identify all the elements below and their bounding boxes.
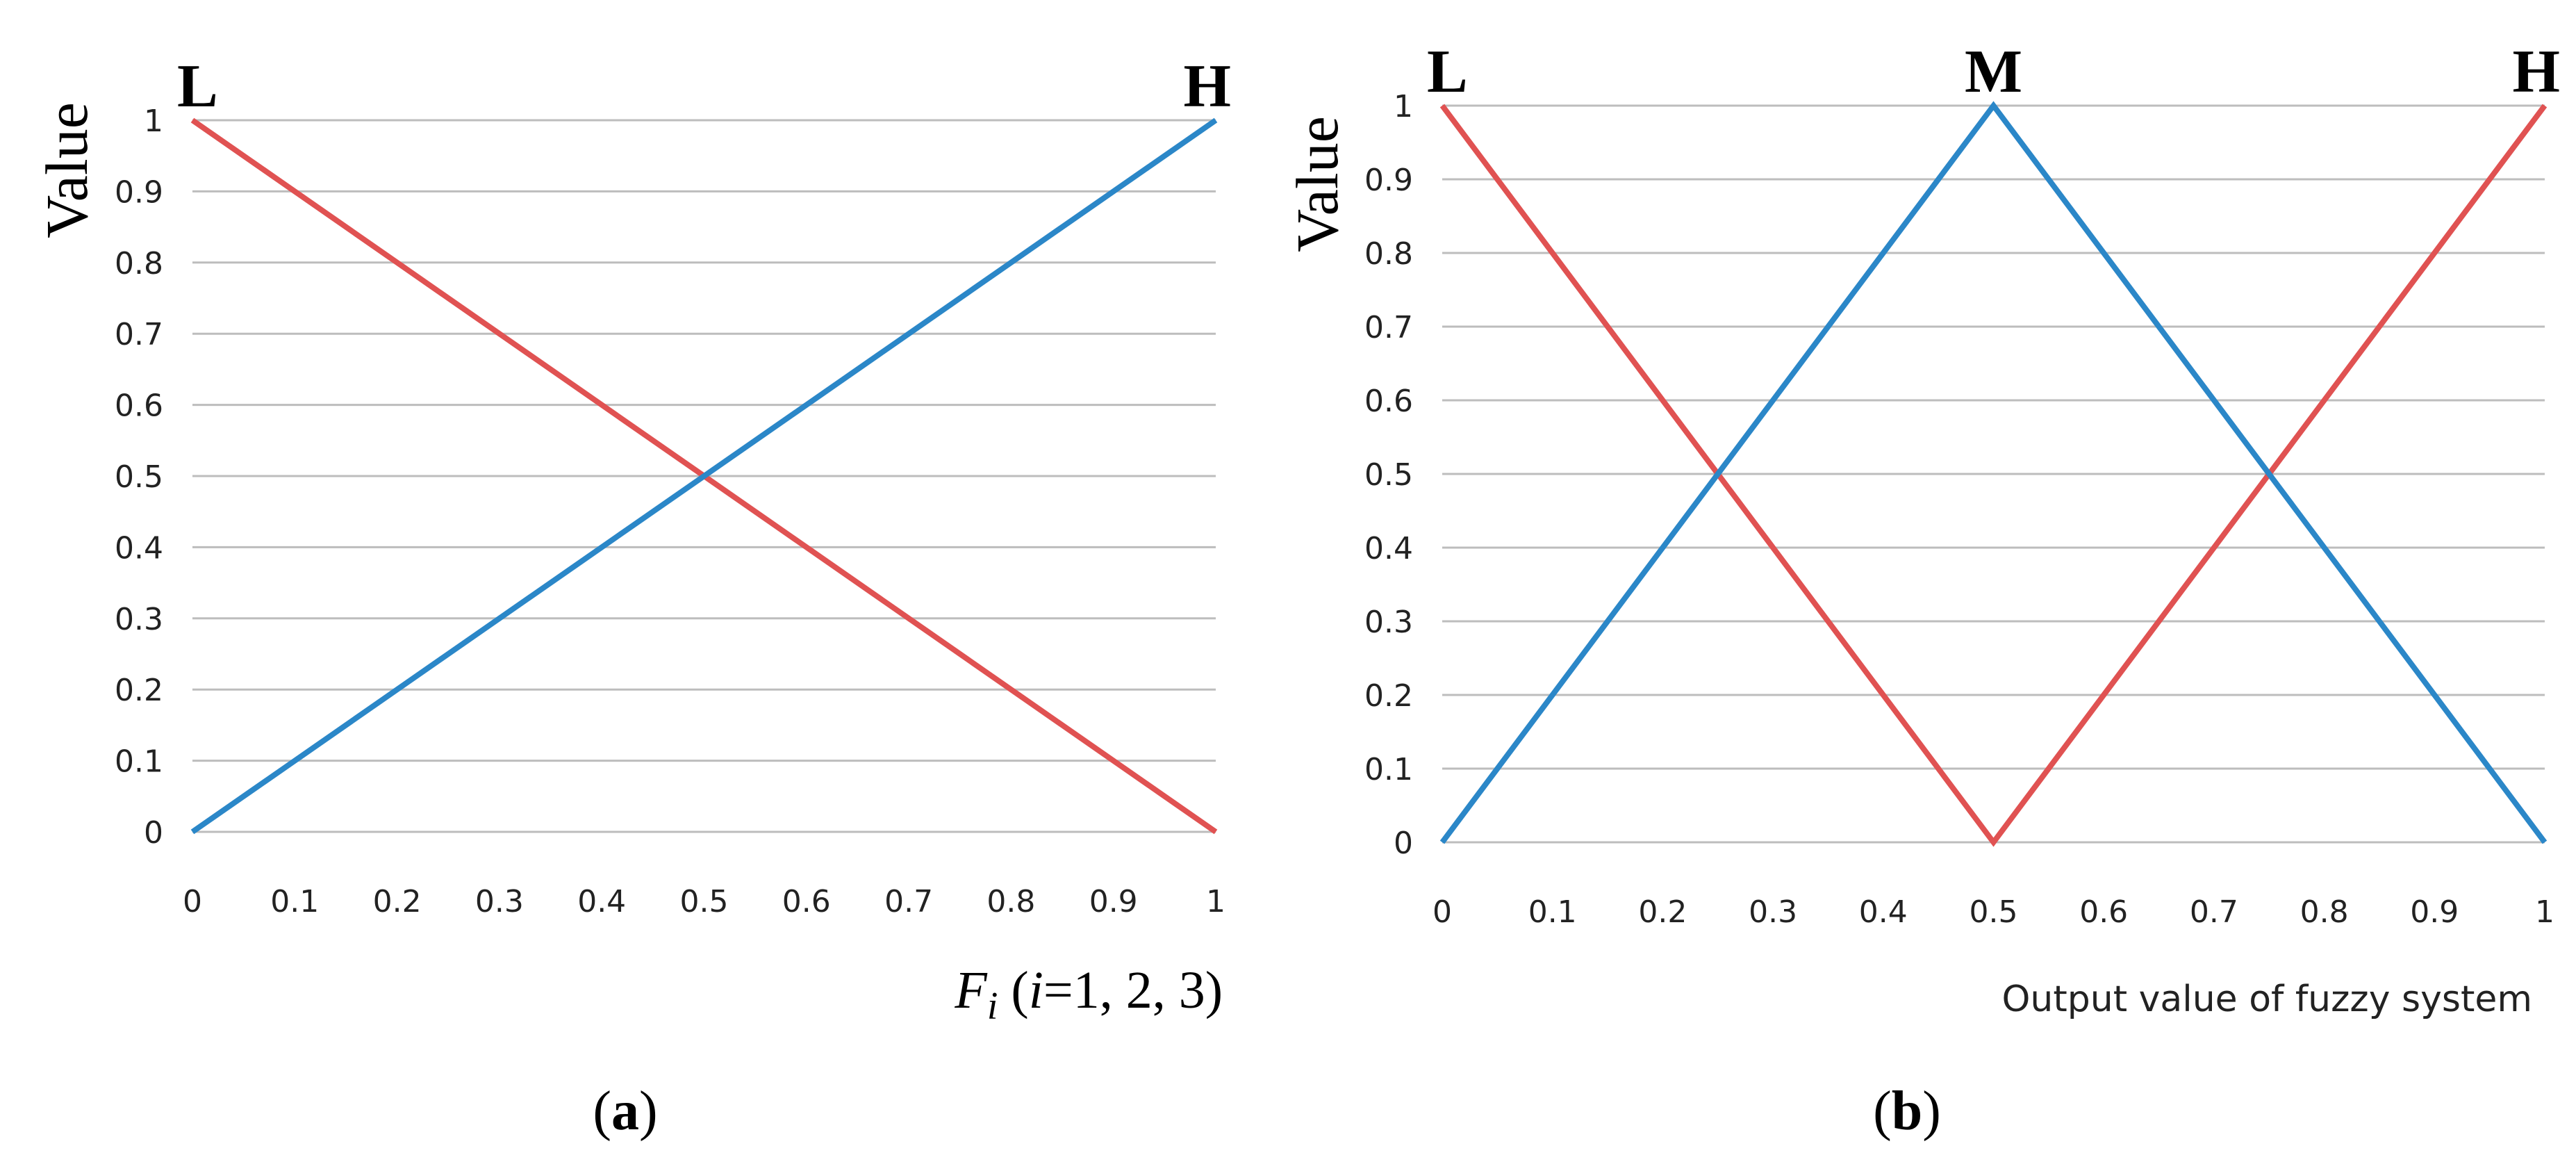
chart-a-y-tick-label: 0.4 bbox=[115, 530, 163, 566]
chart-b-y-axis-label: Value bbox=[1284, 116, 1351, 252]
chart-a-x-tick-label: 0.5 bbox=[680, 884, 729, 919]
chart-b-y-tick-label: 0.9 bbox=[1364, 163, 1413, 198]
chart-a-x-ticks: 0 0.1 0.2 0.3 0.4 0.5 0.6 0.7 0.8 0.9 1 bbox=[183, 884, 1225, 919]
chart-a-y-tick-label: 0.6 bbox=[115, 388, 163, 424]
chart-a-x-tick-label: 0.8 bbox=[986, 884, 1035, 919]
chart-b-x-tick-label: 0.9 bbox=[2410, 894, 2459, 930]
chart-a-x-tick-label: 0 bbox=[183, 884, 202, 919]
chart-b-gridlines bbox=[1442, 104, 2545, 844]
chart-b-y-tick-label: 0.6 bbox=[1364, 384, 1413, 419]
chart-b-y-tick-label: 0.8 bbox=[1364, 236, 1413, 272]
chart-b-y-tick-label: 0.4 bbox=[1364, 531, 1413, 566]
chart-a-y-tick-label: 0.5 bbox=[115, 459, 163, 495]
chart-b-annotation-H: H bbox=[2513, 38, 2560, 106]
chart-b-x-axis-label: Output value of fuzzy system bbox=[2001, 978, 2532, 1020]
chart-b-y-tick-label: 0.1 bbox=[1364, 752, 1413, 787]
chart-a-x-tick-label: 1 bbox=[1206, 884, 1225, 919]
chart-b-x-tick-label: 0.4 bbox=[1859, 894, 1908, 930]
chart-b-x-tick-label: 0.6 bbox=[2079, 894, 2128, 930]
chart-a-y-tick-label: 0.1 bbox=[115, 744, 163, 780]
chart-b-x-tick-label: 1 bbox=[2535, 894, 2554, 930]
chart-a-y-tick-label: 0.3 bbox=[115, 602, 163, 637]
chart-b-series-line-2 bbox=[1439, 101, 2548, 844]
chart-b-y-tick-label: 1 bbox=[1394, 89, 1413, 124]
chart-a-annotation-L: L bbox=[177, 53, 218, 120]
chart-b: 0 0.1 0.2 0.3 0.4 0.5 0.6 0.7 0.8 0.9 1 0 0.1 0.2 0.3… bbox=[1284, 38, 2560, 1142]
chart-a-y-tick-label: 0.8 bbox=[115, 246, 163, 281]
chart-a-y-tick-label: 1 bbox=[144, 104, 163, 139]
chart-a-y-ticks: 0 0.1 0.2 0.3 0.4 0.5 0.6 0.7 0.8 0.9 1 bbox=[115, 104, 163, 851]
chart-a-x-tick-label: 0.4 bbox=[577, 884, 626, 919]
chart-b-y-tick-label: 0.3 bbox=[1364, 605, 1413, 640]
chart-a-x-tick-label: 0.7 bbox=[884, 884, 933, 919]
chart-b-x-tick-label: 0.2 bbox=[1638, 894, 1687, 930]
chart-b-x-tick-label: 0.1 bbox=[1528, 894, 1577, 930]
chart-a-y-tick-label: 0 bbox=[144, 815, 163, 851]
chart-a-y-tick-label: 0.9 bbox=[115, 174, 163, 210]
chart-a-x-tick-label: 0.3 bbox=[475, 884, 524, 919]
chart-b-y-tick-label: 0.5 bbox=[1364, 457, 1413, 493]
chart-a-series-line-2 bbox=[190, 117, 1218, 835]
chart-b-lines bbox=[1439, 101, 2548, 847]
chart-b-annotation-L: L bbox=[1427, 38, 1468, 106]
chart-a: 0 0.1 0.2 0.3 0.4 0.5 0.6 0.7 0.8 0.9 1 0 0.1 0.2 0.3… bbox=[33, 53, 1231, 1142]
chart-b-series-line-1 bbox=[1439, 104, 2548, 847]
chart-b-x-tick-label: 0 bbox=[1433, 894, 1452, 930]
chart-b-y-tick-label: 0 bbox=[1394, 826, 1413, 861]
chart-b-x-tick-label: 0.7 bbox=[2190, 894, 2238, 930]
chart-a-lines bbox=[190, 117, 1218, 835]
chart-b-x-tick-label: 0.5 bbox=[1970, 894, 2018, 930]
chart-a-y-tick-label: 0.7 bbox=[115, 317, 163, 352]
chart-a-y-tick-label: 0.2 bbox=[115, 673, 163, 708]
chart-b-annotation-M: M bbox=[1965, 38, 2022, 106]
chart-b-x-tick-label: 0.3 bbox=[1749, 894, 1797, 930]
chart-a-x-tick-label: 0.6 bbox=[782, 884, 831, 919]
chart-b-y-tick-label: 0.2 bbox=[1364, 678, 1413, 714]
chart-a-x-axis-label: Fi (i=1, 2, 3) bbox=[954, 961, 1223, 1028]
chart-a-x-tick-label: 0.9 bbox=[1089, 884, 1138, 919]
chart-b-panel-label: (b) bbox=[1873, 1081, 1941, 1142]
chart-a-panel-label: (a) bbox=[593, 1081, 657, 1142]
chart-b-x-tick-label: 0.8 bbox=[2300, 894, 2349, 930]
chart-a-x-tick-label: 0.1 bbox=[270, 884, 319, 919]
chart-a-x-tick-label: 0.2 bbox=[373, 884, 422, 919]
chart-a-annotation-H: H bbox=[1184, 53, 1231, 120]
chart-b-x-ticks: 0 0.1 0.2 0.3 0.4 0.5 0.6 0.7 0.8 0.9 1 bbox=[1433, 894, 2554, 930]
chart-a-y-axis-label: Value bbox=[33, 102, 100, 238]
chart-b-y-tick-label: 0.7 bbox=[1364, 310, 1413, 345]
chart-b-y-ticks: 0 0.1 0.2 0.3 0.4 0.5 0.6 0.7 0.8 0.9 1 bbox=[1364, 89, 1413, 861]
